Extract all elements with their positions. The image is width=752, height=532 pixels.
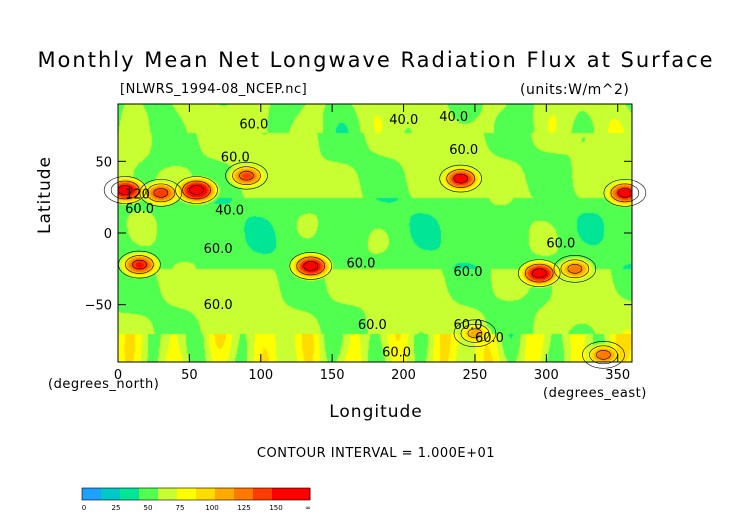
contour-line: [439, 164, 482, 193]
contour-line: [596, 350, 611, 360]
contour-line: [146, 183, 176, 203]
contour-line: [553, 255, 597, 283]
contour-ring-group: [289, 252, 333, 280]
x-tick-label: 0: [114, 368, 122, 383]
x-tick-label: 350: [605, 368, 630, 383]
file-name: [NLWRS_1994-08_NCEP.nc]: [120, 82, 308, 97]
contour-line: [582, 341, 625, 369]
colorbar-swatch: [196, 488, 216, 500]
contour-label: 60.0: [125, 202, 154, 217]
colorbar-label: 100: [205, 504, 218, 512]
contour-label: 60.0: [358, 318, 387, 333]
x-tick-label: 250: [463, 368, 488, 383]
colorbar-swatch: [82, 488, 102, 500]
contour-label: 40.0: [439, 110, 468, 125]
contour-line: [110, 180, 140, 200]
contour-line: [296, 256, 326, 276]
colorbar-label: 125: [237, 504, 250, 512]
y-tick-label: −50: [85, 299, 112, 314]
contour-line: [560, 259, 590, 279]
contour-line: [175, 176, 218, 204]
contour-line: [189, 185, 204, 195]
contour-label: 60.0: [221, 150, 250, 165]
contour-ring-group: [517, 259, 561, 287]
contour-label: 60.0: [546, 236, 575, 251]
contour-line: [524, 263, 554, 283]
contour-label: 60.0: [346, 256, 375, 271]
contour-line: [103, 176, 147, 204]
contour-label: 60.0: [204, 242, 233, 257]
colorbar-swatch: [253, 488, 273, 500]
y-tick-label: 0: [104, 227, 112, 242]
contour-label: 60.0: [382, 345, 411, 360]
x-tick-label: 100: [248, 368, 273, 383]
colorbar-swatch: [158, 488, 178, 500]
x-unit-label: (degrees_east): [543, 386, 647, 401]
colorbar-label: 75: [176, 504, 185, 512]
contour-line: [139, 179, 183, 207]
colorbar-swatch: [291, 488, 311, 500]
y-unit-label: (degrees_north): [48, 377, 160, 392]
colorbar-swatch: [101, 488, 121, 500]
y-tick-label: 50: [95, 155, 112, 170]
contour-label: 60.0: [475, 331, 504, 346]
chart-title: Monthly Mean Net Longwave Radiation Flux…: [37, 48, 715, 72]
x-axis-label: Longitude: [329, 402, 423, 422]
contour-label: 60.0: [454, 318, 483, 333]
x-tick-label: 150: [320, 368, 345, 383]
contour-interval: CONTOUR INTERVAL = 1.000E+01: [256, 446, 496, 461]
colorbar-swatch: [234, 488, 254, 500]
contour-label: 60.0: [449, 143, 478, 158]
contour-label: 40.0: [389, 113, 418, 128]
contour-line: [453, 173, 468, 184]
contour-ring-group: [175, 176, 218, 204]
colorbar-label: 50: [144, 504, 153, 512]
contour-label: 120: [125, 188, 150, 203]
contour-line: [182, 180, 211, 200]
contour-line: [239, 170, 254, 181]
contour-line: [125, 255, 154, 274]
contour-line: [225, 161, 268, 190]
contour-line: [531, 268, 547, 278]
contour-line: [460, 324, 490, 343]
colorbar-swatch: [272, 488, 292, 500]
contour-line: [453, 319, 497, 348]
contour-ring-group: [439, 164, 482, 193]
contour-ring-group: [139, 179, 183, 207]
contour-line: [603, 179, 647, 207]
colorbar-swatch: [215, 488, 235, 500]
contour-line: [132, 259, 147, 270]
contour-ring-group: [225, 161, 268, 190]
colorbar-label: ∞: [305, 504, 311, 512]
colorbar-label: 25: [112, 504, 121, 512]
colorbar-swatch: [120, 488, 140, 500]
x-tick-label: 300: [534, 368, 559, 383]
colorbar-frame: [81, 487, 311, 501]
contour-ring-group: [453, 319, 497, 348]
contour-label: 60.0: [454, 265, 483, 280]
colorbar-label: 0: [82, 504, 86, 512]
contour-line: [567, 264, 583, 274]
contour-label: 60.0: [239, 117, 268, 132]
contour-ring-group: [553, 255, 597, 283]
colorbar-swatch: [139, 488, 159, 500]
colorbar-label: 150: [269, 504, 282, 512]
contour-line: [232, 166, 261, 185]
contour-label: 60.0: [204, 298, 233, 313]
contour-line: [153, 188, 169, 198]
contour-line: [517, 259, 561, 287]
x-tick-label: 200: [391, 368, 416, 383]
contour-line: [446, 169, 475, 188]
contour-line: [289, 252, 333, 280]
colorbar-swatch: [177, 488, 197, 500]
x-tick-label: 50: [181, 368, 198, 383]
contour-line: [303, 261, 319, 271]
contour-line: [610, 183, 640, 203]
units-label: (units:W/m^2): [520, 82, 630, 98]
heatmap-field: [118, 104, 632, 362]
contour-line: [467, 328, 483, 339]
contour-label: 40.0: [215, 203, 244, 218]
